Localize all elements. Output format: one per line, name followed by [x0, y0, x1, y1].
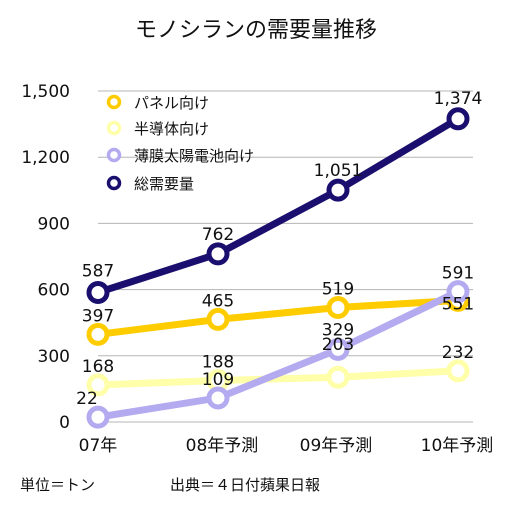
series-line: [94, 115, 462, 296]
data-label: 188: [202, 353, 234, 373]
x-axis-ticks: 07年 08年予測 09年予測 10年予測: [79, 436, 494, 456]
data-label: 762: [202, 225, 234, 245]
data-label: 1,051: [314, 161, 363, 181]
data-point: [86, 322, 110, 346]
data-point: [446, 107, 470, 131]
data-label: 591: [442, 264, 474, 284]
data-point: [86, 280, 110, 304]
data-point: [326, 295, 350, 319]
data-label: 519: [322, 279, 354, 299]
data-label: 329: [322, 320, 354, 340]
x-tick-label: 09年予測: [300, 436, 373, 456]
data-point: [86, 405, 110, 429]
data-label: 203: [322, 335, 354, 355]
y-tick-label: 900: [38, 214, 70, 234]
data-label: 587: [82, 261, 114, 281]
legend-label: 総需要量: [134, 175, 194, 193]
data-label: 551: [442, 294, 474, 314]
legend-label: 薄膜太陽電池向け: [134, 147, 254, 165]
data-point: [326, 337, 350, 361]
legend-label: パネル向け: [134, 94, 209, 112]
y-tick-label: 0: [59, 413, 70, 433]
grid-lines: [98, 90, 473, 423]
x-tick-label: 07年: [79, 436, 118, 456]
data-point: [206, 386, 230, 410]
data-point: [326, 178, 350, 202]
source-note: 出典＝４日付蘋果日報: [170, 476, 320, 494]
y-tick-label: 1,500: [21, 82, 70, 102]
series-line: [94, 288, 462, 421]
series-layer: [86, 107, 470, 429]
data-point: [206, 242, 230, 266]
legend-label: 半導体向け: [134, 120, 209, 138]
data-labels: 397 465 519 551 168 188 203 232 22 109 329 591 587 76…: [76, 89, 482, 409]
legend-marker: [106, 120, 122, 136]
y-tick-label: 1,200: [21, 148, 70, 168]
legend-marker: [106, 175, 122, 191]
chart-title: モノシランの需要量推移: [135, 18, 377, 43]
data-label: 109: [202, 370, 234, 390]
data-label: 397: [82, 306, 114, 326]
data-label: 1,374: [434, 89, 483, 109]
data-label: 168: [82, 357, 114, 377]
legend-marker: [106, 147, 122, 163]
data-label: 232: [442, 343, 474, 363]
series-line: [94, 367, 462, 389]
x-tick-label: 08年予測: [186, 436, 259, 456]
data-point: [206, 307, 230, 331]
legend-marker: [106, 94, 122, 110]
data-point: [326, 365, 350, 389]
data-point: [86, 373, 110, 397]
x-tick-label: 10年予測: [421, 436, 494, 456]
data-point: [446, 280, 470, 304]
unit-note: 単位＝トン: [20, 476, 95, 494]
data-point: [446, 359, 470, 383]
y-tick-label: 300: [38, 347, 70, 367]
data-label: 465: [202, 291, 234, 311]
y-tick-label: 600: [38, 281, 70, 301]
series-line: [94, 296, 462, 338]
data-label: 22: [76, 389, 98, 409]
y-axis-ticks: 0 300 600 900 1,200 1,500: [21, 82, 70, 433]
